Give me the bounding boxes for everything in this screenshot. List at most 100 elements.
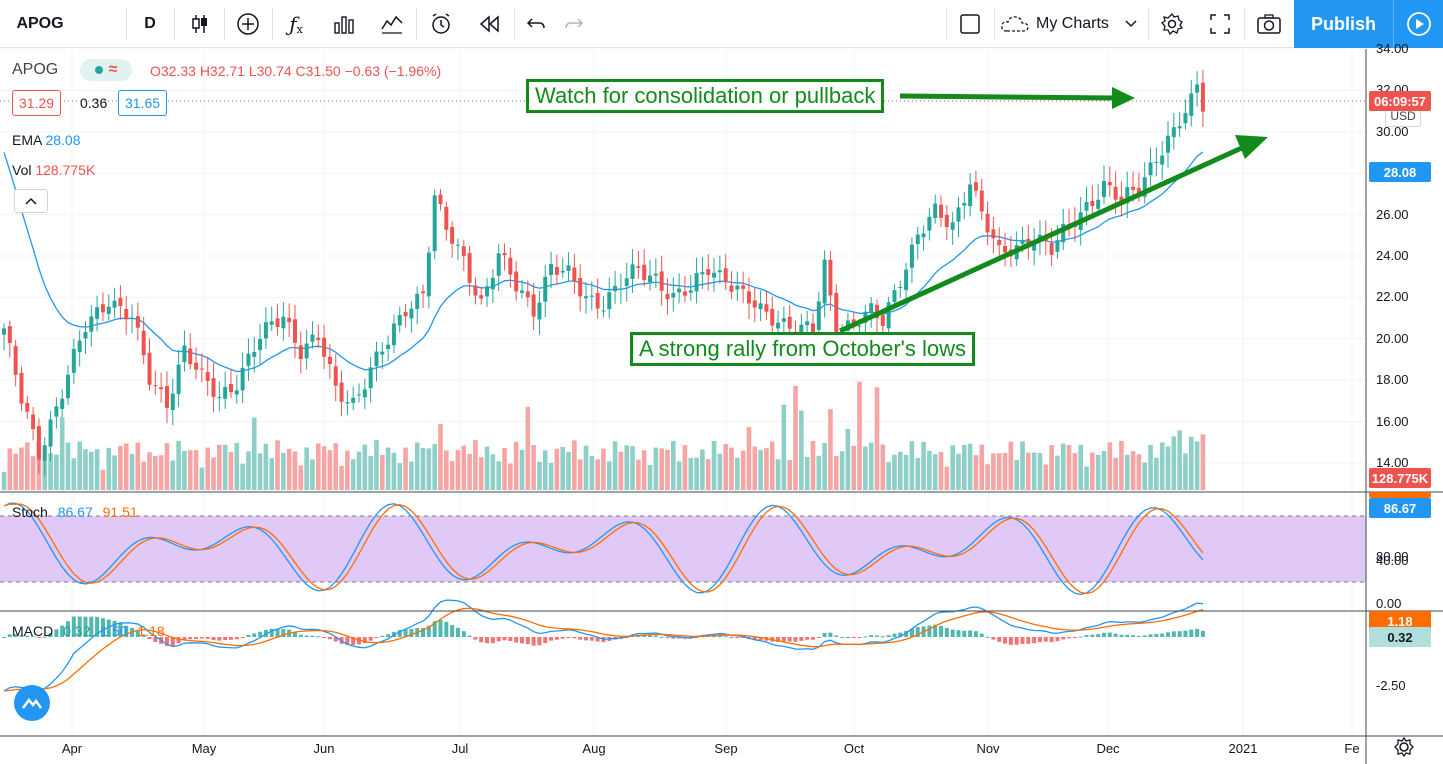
candle-body	[799, 324, 804, 334]
redo-icon[interactable]	[554, 0, 594, 48]
interval-button[interactable]: D	[144, 15, 156, 32]
candle-body	[496, 253, 501, 276]
candle-body	[642, 264, 647, 280]
volume-bar	[327, 450, 333, 490]
macd-hist-bar	[671, 637, 676, 639]
macd-hist-bar	[572, 637, 577, 639]
price-tick: 22.00	[1376, 289, 1409, 305]
candles-icon[interactable]	[178, 0, 222, 48]
alerts-chart-icon[interactable]	[370, 0, 414, 48]
macd-signal-tag: 1.18	[1369, 611, 1431, 631]
candle-body	[1195, 84, 1200, 93]
volume-bar	[1171, 436, 1177, 490]
volume-bar	[962, 444, 967, 490]
volume-bar	[525, 406, 531, 490]
price-chart[interactable]: Apr May Jun Jul Aug Sep Oct Nov Dec 2021 Fe	[0, 49, 1443, 764]
candle-body	[25, 402, 30, 412]
chart-area[interactable]: Apr May Jun Jul Aug Sep Oct Nov Dec 2021 Fe APOG ≈…	[0, 41, 1443, 764]
alarm-icon[interactable]	[420, 0, 464, 48]
chart-settings-gear-icon[interactable]	[1394, 736, 1414, 758]
collapse-legend-button[interactable]	[14, 189, 48, 213]
snapshot-camera-icon[interactable]	[1246, 0, 1292, 48]
macd-hist-bar	[537, 637, 542, 646]
volume-bar	[112, 455, 117, 490]
macd-hist-bar	[1043, 637, 1048, 642]
volume-bar	[985, 464, 990, 490]
macd-hist-bar	[927, 625, 932, 637]
layout-select-icon[interactable]	[950, 0, 990, 48]
settings-gear-icon[interactable]	[1150, 0, 1194, 48]
volume-bar	[1101, 451, 1107, 490]
macd-hist-bar	[584, 637, 588, 641]
volume-bar	[572, 440, 577, 490]
macd-hist-bar	[176, 637, 181, 644]
replay-icon[interactable]	[468, 0, 512, 48]
volume-bar	[205, 447, 210, 490]
macd-hist-bar	[665, 637, 670, 639]
macd-hist-bar	[694, 637, 699, 638]
volume-bar	[944, 466, 950, 490]
annotation-strong-rally[interactable]: A strong rally from October's lows	[630, 332, 975, 366]
tradingview-logo-icon[interactable]	[14, 685, 50, 721]
macd-hist-bar	[89, 616, 94, 637]
candle-body	[485, 286, 490, 297]
volume-bar	[484, 446, 490, 490]
volume-bar	[59, 417, 65, 490]
volume-bar	[909, 441, 915, 490]
ask-price-box[interactable]: 31.65	[118, 90, 168, 116]
volume-bar	[967, 443, 973, 490]
candle-body	[880, 314, 885, 326]
volume-bar	[310, 459, 315, 490]
volume-bar	[65, 442, 71, 490]
candle-body	[770, 308, 775, 326]
candle-body	[397, 314, 402, 326]
volume-bar	[345, 450, 350, 490]
macd-hist-bar	[956, 630, 961, 637]
undo-icon[interactable]	[516, 0, 556, 48]
volume-bar	[1037, 453, 1043, 490]
volume-bar	[1066, 444, 1072, 490]
volume-bar	[1148, 444, 1153, 490]
macd-hist-bar	[1090, 634, 1095, 637]
macd-hist-bar	[327, 637, 332, 640]
macd-hist-bar	[485, 637, 490, 644]
candle-body	[450, 226, 455, 244]
compare-add-icon[interactable]	[226, 0, 270, 48]
candle-body	[1055, 240, 1060, 252]
macd-hist-bar	[141, 634, 146, 637]
macd-hist-bar	[549, 637, 554, 641]
macd-hist-bar	[124, 625, 129, 637]
candle-body	[310, 334, 315, 342]
volume-bar	[723, 444, 728, 490]
publish-button[interactable]: Publish	[1294, 0, 1393, 48]
volume-bar	[694, 457, 699, 490]
volume-bar	[461, 445, 467, 490]
macd-hist-bar	[48, 633, 53, 637]
play-icon[interactable]	[1393, 0, 1443, 48]
templates-icon[interactable]	[322, 0, 366, 48]
candle-body	[659, 271, 664, 291]
volume-bar	[1142, 462, 1148, 490]
macd-hist-bar	[438, 619, 443, 637]
my-charts-button[interactable]: My Charts	[1000, 0, 1146, 48]
volume-bar	[182, 451, 187, 490]
macd-hist-bar	[71, 616, 76, 637]
candle-body	[159, 387, 164, 390]
fullscreen-icon[interactable]	[1198, 0, 1242, 48]
volume-bar	[1177, 430, 1182, 490]
candle-body	[275, 318, 280, 327]
macd-hist-bar	[450, 624, 455, 637]
time-tick-label: Jul	[452, 741, 469, 756]
my-charts-label: My Charts	[1036, 15, 1109, 32]
macd-hist-bar	[333, 637, 338, 642]
time-tick-label: 2021	[1229, 741, 1258, 756]
symbol-search-button[interactable]: APOG	[16, 15, 64, 32]
annotation-watch-pullback[interactable]: Watch for consolidation or pullback	[526, 79, 885, 113]
market-status-badge[interactable]: ≈	[80, 59, 132, 81]
bid-price-box[interactable]: 31.29	[12, 90, 62, 116]
macd-hist-bar	[543, 637, 548, 644]
candle-body	[415, 293, 420, 309]
candle-body	[1136, 187, 1141, 194]
candle-body	[560, 270, 565, 273]
